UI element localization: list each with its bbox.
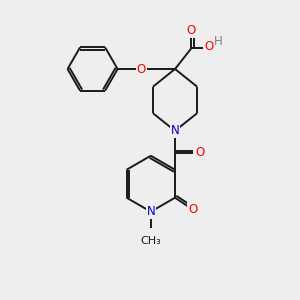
Text: N: N <box>146 205 155 218</box>
Text: H: H <box>214 35 223 48</box>
Text: O: O <box>136 62 146 76</box>
Text: O: O <box>204 40 214 53</box>
Text: O: O <box>195 146 205 159</box>
Text: O: O <box>188 203 197 216</box>
Text: N: N <box>171 124 179 137</box>
Text: CH₃: CH₃ <box>140 236 161 246</box>
Text: O: O <box>187 24 196 37</box>
